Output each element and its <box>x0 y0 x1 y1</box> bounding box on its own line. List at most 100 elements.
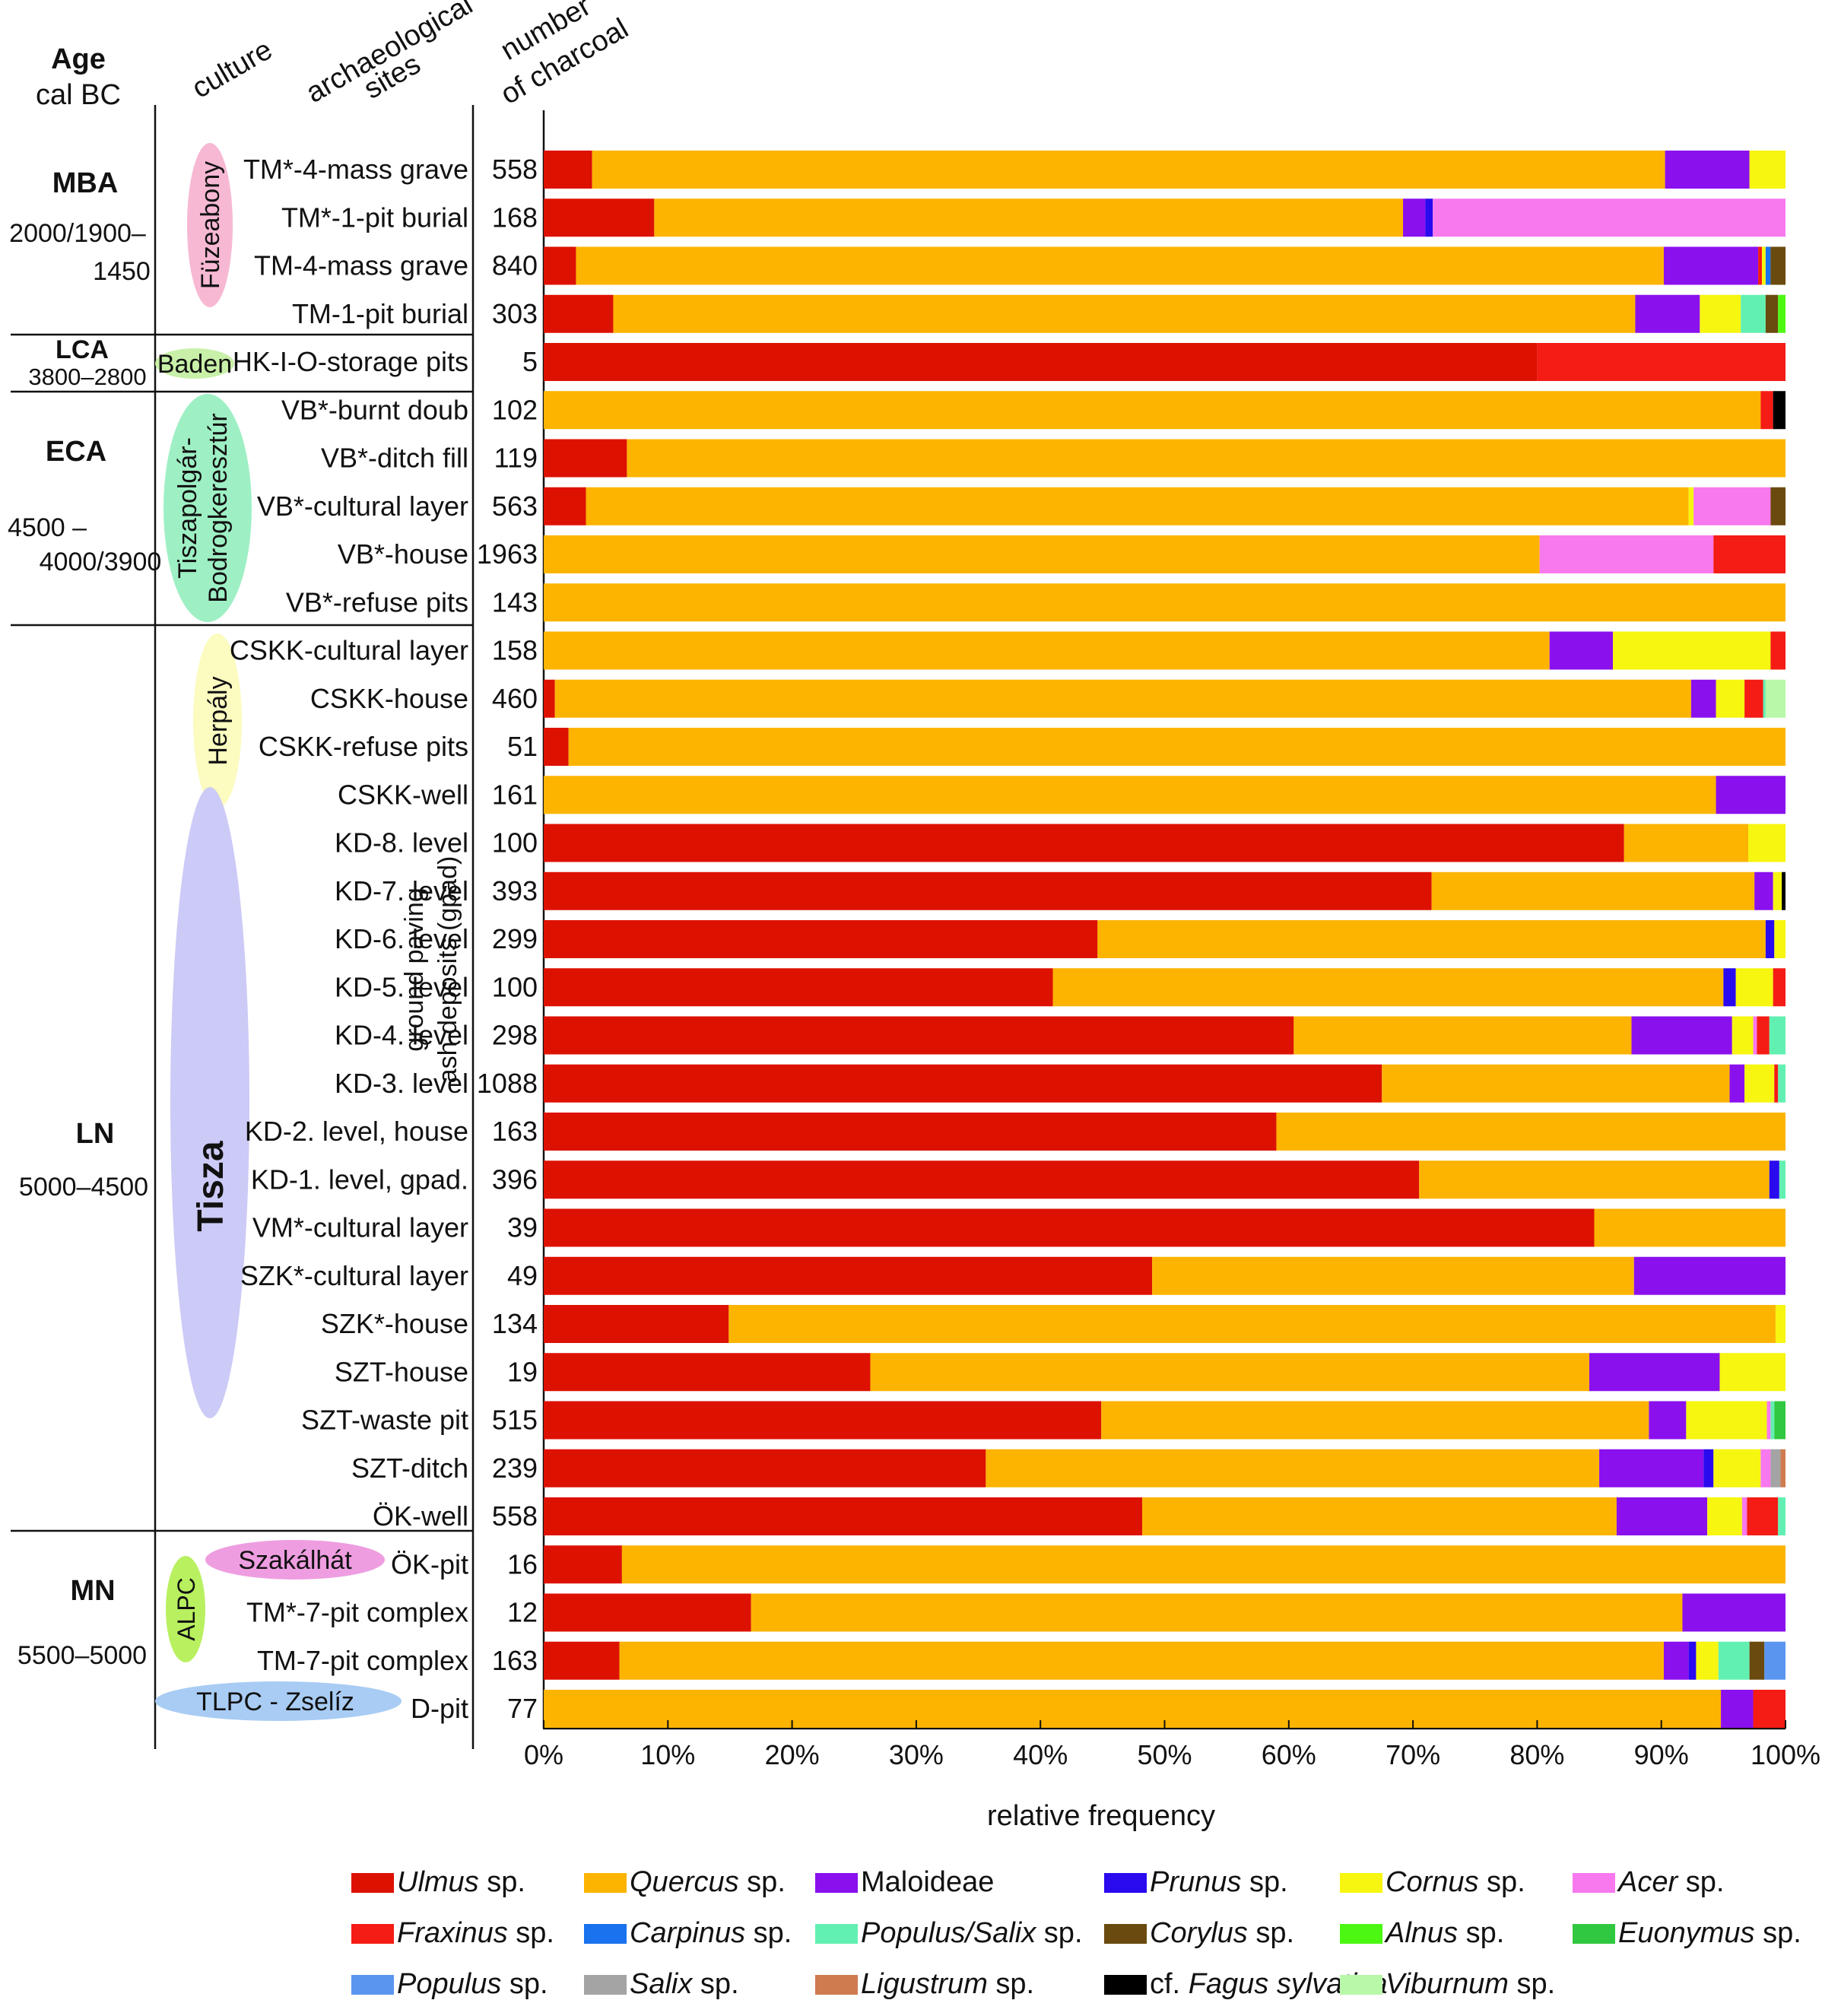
bar-segment <box>1758 246 1762 285</box>
bar-segment <box>544 631 1550 670</box>
legend-swatch <box>815 1924 858 1944</box>
bar-segment <box>1293 1016 1632 1055</box>
charcoal-count: 158 <box>492 635 538 666</box>
site-label: KD-1. level, gpad. <box>251 1164 468 1195</box>
site-label: KD-6. level <box>335 923 468 954</box>
bar-segment <box>1763 679 1766 718</box>
bar-segment <box>1770 487 1785 525</box>
age-header: Age <box>51 43 106 75</box>
site-label: SZK*-cultural layer <box>240 1260 468 1291</box>
bar-segment <box>1774 1064 1779 1103</box>
x-tick-label: 20% <box>765 1739 820 1770</box>
bar-segment <box>554 679 1691 718</box>
legend-label: Carpinus sp. <box>630 1917 792 1949</box>
charcoal-count: 1963 <box>477 538 538 570</box>
bar-segment <box>1747 1497 1779 1535</box>
bar-segment <box>1101 1401 1649 1440</box>
bar-segment <box>1688 487 1694 525</box>
legend-swatch <box>584 1924 627 1944</box>
legend-swatch <box>351 1975 394 1995</box>
bar-segment <box>1749 151 1785 189</box>
bar-segment <box>1649 1401 1687 1440</box>
bar-segment <box>1052 968 1724 1007</box>
column-headers: Age cal BC culture archaeological sites … <box>36 0 633 111</box>
legend-label: Populus sp. <box>397 1968 548 2000</box>
bar-segment <box>1152 1256 1634 1295</box>
bar-segment <box>1635 294 1700 333</box>
period-lca-dates: 3800–2800 <box>28 364 146 390</box>
site-label: VB*-cultural layer <box>257 491 468 522</box>
bar-segment <box>1097 920 1766 958</box>
bar-segment <box>1631 1016 1732 1055</box>
period-mn-dates: 5500–5000 <box>17 1641 147 1670</box>
charcoal-count: 143 <box>492 586 538 617</box>
bar-segment <box>1760 1449 1771 1487</box>
culture-tlpc-label: TLPC - Zselíz <box>196 1687 354 1716</box>
stacked-bars <box>544 151 1786 1728</box>
bar-segment <box>544 1256 1153 1295</box>
legend-label: Populus/Salix sp. <box>861 1917 1083 1949</box>
legend-label: Maloideae <box>861 1866 994 1898</box>
bar-segment <box>544 824 1624 862</box>
bar-segment <box>1774 1401 1785 1440</box>
bar-segment <box>1778 1064 1785 1103</box>
bar-segment <box>544 246 576 285</box>
culture-baden-label: Baden <box>157 350 232 379</box>
gpad-label-line1: ground paving <box>400 887 429 1052</box>
bar-segment <box>568 728 1786 766</box>
bar-segment <box>1757 1016 1770 1055</box>
site-label: VB*-burnt doub <box>281 394 468 425</box>
bar-segment <box>544 1449 986 1487</box>
bar-segment <box>1764 1641 1785 1680</box>
bar-segment <box>1616 1497 1708 1535</box>
charcoal-count: 100 <box>492 827 538 859</box>
legend-swatch <box>351 1924 394 1944</box>
bar-segment <box>1735 968 1773 1007</box>
bar-segment <box>1761 246 1766 285</box>
bar-segment <box>1142 1497 1617 1535</box>
bar-segment <box>544 391 1761 430</box>
charcoal-count: 303 <box>492 298 538 329</box>
site-label: KD-8. level <box>335 827 468 859</box>
bar-segment <box>1693 487 1771 525</box>
legend-swatch <box>584 1975 627 1995</box>
bar-segment <box>1770 631 1785 670</box>
bar-segment <box>1773 391 1785 430</box>
site-label: KD-4. level <box>335 1020 468 1051</box>
legend-swatch <box>1104 1975 1147 1995</box>
x-tick-label: 80% <box>1509 1739 1564 1770</box>
site-label: TM-1-pit burial <box>292 298 468 329</box>
bar-segment <box>1723 968 1736 1007</box>
bar-segment <box>1744 1064 1775 1103</box>
bar-segment <box>1719 1353 1785 1392</box>
period-lca: LCA <box>56 335 109 364</box>
bar-segment <box>1770 1449 1781 1487</box>
charcoal-count: 163 <box>492 1116 538 1147</box>
bar-segment <box>1700 294 1741 333</box>
legend-label: Alnus sp. <box>1384 1917 1504 1949</box>
bar-segment <box>544 968 1053 1007</box>
charcoal-count: 12 <box>507 1597 538 1628</box>
bar-segment <box>544 583 1785 622</box>
period-eca-dates-2: 4000/3900 <box>40 548 162 576</box>
bar-segment <box>1775 1305 1785 1343</box>
bar-segment <box>1754 871 1773 910</box>
legend: Ulmus sp. Quercus sp. Maloideae Prunus sp. C… <box>351 1866 1801 2000</box>
cultures: Füzeabony Baden Tiszapolgár- Bodrogkeres… <box>155 143 402 1721</box>
bar-segment <box>1770 246 1785 285</box>
age-unit-header: cal BC <box>36 79 121 111</box>
bar-segment <box>544 1208 1595 1247</box>
site-label: D-pit <box>411 1693 468 1724</box>
bar-segment <box>1682 1593 1785 1632</box>
x-tick-label: 60% <box>1262 1739 1316 1770</box>
bar-segment <box>544 1497 1143 1535</box>
period-eca-dates-1: 4500 – <box>8 513 87 542</box>
bar-segment <box>1749 1641 1765 1680</box>
legend-label: Corylus sp. <box>1150 1917 1294 1949</box>
site-label: SZT-house <box>335 1356 468 1387</box>
charcoal-count: 19 <box>507 1356 538 1387</box>
bar-segment <box>654 198 1404 237</box>
period-mba: MBA <box>52 167 119 199</box>
charcoal-count: 5 <box>522 346 538 377</box>
period-ln: LN <box>76 1118 115 1150</box>
